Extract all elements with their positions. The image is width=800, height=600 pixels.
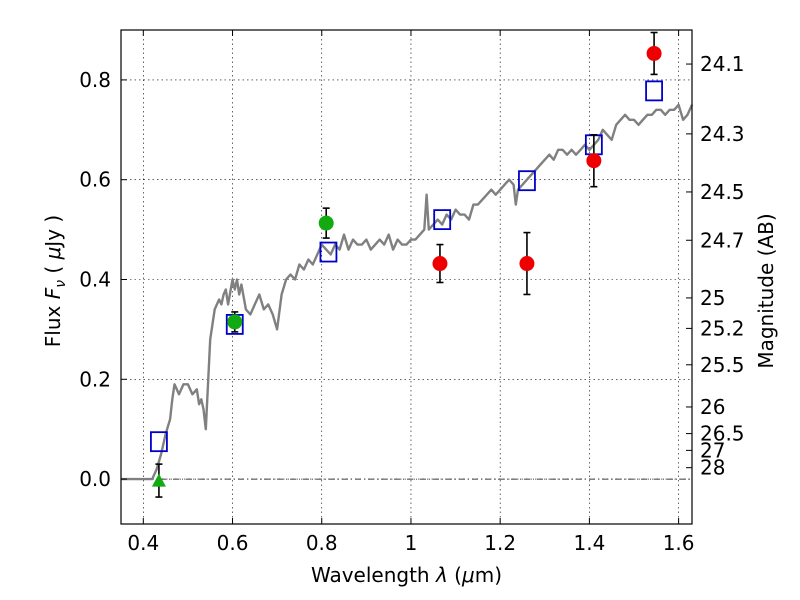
data-points bbox=[150, 31, 663, 498]
magnitude-tick-label: 25 bbox=[700, 286, 725, 310]
grid-lines bbox=[121, 30, 692, 524]
y-tick-label: 0.6 bbox=[79, 168, 111, 192]
model-spectrum-line bbox=[121, 103, 694, 481]
magnitude-tick-label: 24.5 bbox=[700, 180, 745, 204]
y-tick-label: 0.8 bbox=[79, 68, 111, 92]
y-tick-label: 0.0 bbox=[79, 467, 111, 491]
model-photometry-square bbox=[150, 431, 168, 453]
x-tick-label: 1.4 bbox=[573, 531, 605, 555]
red-data-point bbox=[519, 256, 535, 272]
magnitude-tick-label: 24.7 bbox=[700, 228, 745, 252]
magnitude-tick-label: 28 bbox=[700, 456, 725, 480]
x-tick-label: 1.2 bbox=[484, 531, 516, 555]
model-spectrum bbox=[121, 103, 694, 481]
x-tick-label: 1 bbox=[405, 531, 418, 555]
magnitude-tick-label: 25.5 bbox=[700, 353, 745, 377]
plot-frame bbox=[120, 29, 693, 525]
magnitude-tick-label: 24.3 bbox=[700, 122, 745, 146]
magnitude-tick-label: 25.2 bbox=[700, 316, 745, 340]
y-tick-label: 0.2 bbox=[79, 367, 111, 391]
red-data-point bbox=[586, 153, 602, 169]
y-tick-label: 0.4 bbox=[79, 267, 111, 291]
x-tick-label: 0.6 bbox=[217, 531, 249, 555]
x-tick-label: 0.8 bbox=[306, 531, 338, 555]
magnitude-tick-label: 26 bbox=[700, 395, 725, 419]
red-data-point bbox=[432, 256, 448, 272]
magnitude-tick-label: 24.1 bbox=[700, 52, 745, 76]
model-photometry-square bbox=[645, 80, 663, 102]
y-axis-label: Flux Fν ( μJy ) bbox=[41, 215, 69, 347]
tick-labels: 0.4 0.6 0.8 1 1.2 1.4 1.6 0.0 0.2 0.4 0.6 0.8 24.1 24… bbox=[79, 52, 744, 555]
magnitude-tick-label: 26.5 bbox=[700, 422, 745, 446]
upper-limit-triangle bbox=[151, 473, 166, 487]
green-data-point bbox=[227, 314, 243, 330]
magnitude-axis-label: Magnitude (AB) bbox=[754, 213, 778, 368]
x-tick-label: 0.4 bbox=[127, 531, 159, 555]
model-photometry-square bbox=[433, 209, 452, 231]
x-tick-label: 1.6 bbox=[663, 531, 695, 555]
axis-ticks bbox=[121, 30, 692, 524]
model-photometry-square bbox=[319, 241, 338, 263]
red-data-point bbox=[646, 45, 662, 61]
model-photometry-square bbox=[518, 170, 536, 192]
x-axis-label: Wavelength λ (μm) bbox=[311, 563, 502, 587]
magnitude-tick-label: 27 bbox=[700, 438, 725, 462]
green-data-point bbox=[318, 215, 334, 231]
